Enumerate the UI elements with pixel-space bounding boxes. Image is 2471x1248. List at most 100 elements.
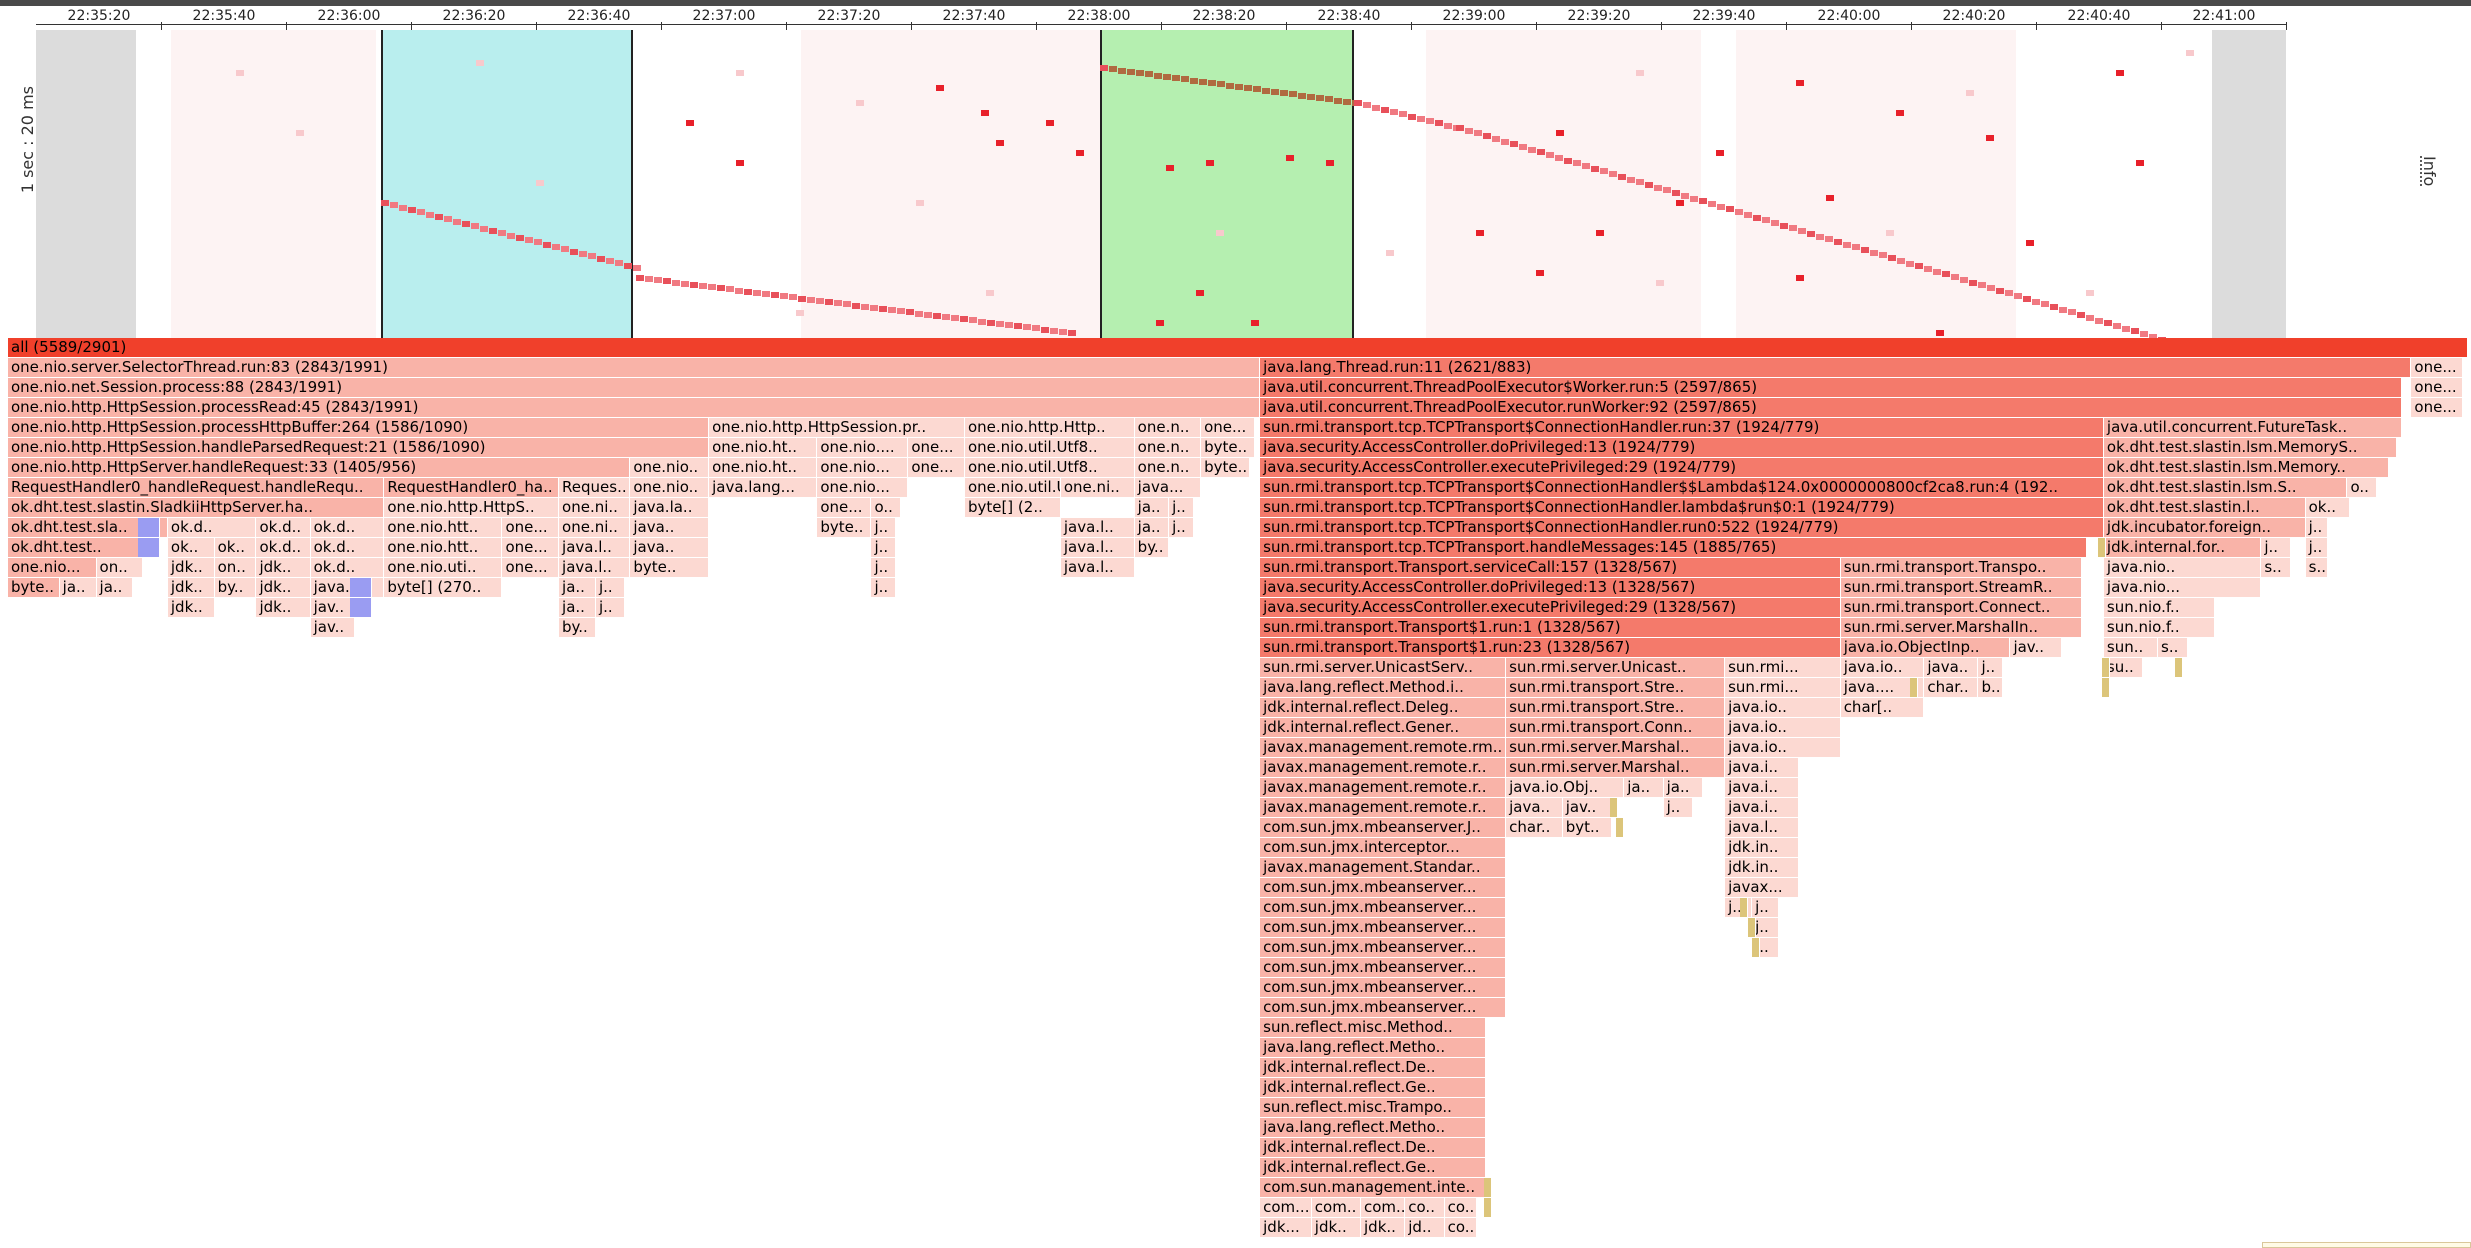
flame-frame[interactable]: one.n.. (1134, 458, 1202, 477)
flame-frame[interactable]: one.nio.http.HttpSession.processRead:45 … (8, 398, 1261, 417)
flame-frame[interactable]: one.nio.http.HttpServer.handleRequest:33… (8, 458, 631, 477)
flame-frame[interactable]: java.i.. (1725, 758, 1799, 777)
flame-frame[interactable]: javax.management.remote.r.. (1260, 758, 1507, 777)
flame-frame[interactable]: jdk.. (167, 558, 215, 577)
flame-frame[interactable]: java.la.. (630, 498, 710, 517)
flame-frame[interactable]: s.. (2261, 558, 2291, 577)
flame-frame[interactable]: java.io.. (1840, 658, 1925, 677)
flame-frame[interactable]: jdk.. (1311, 1218, 1361, 1237)
flame-frame[interactable]: java.security.AccessController.doPrivile… (1260, 578, 1841, 597)
kernel-frame-sliver[interactable] (1484, 1198, 1492, 1217)
flame-frame[interactable]: java.l.. (1060, 518, 1135, 537)
flame-frame[interactable]: one... (502, 518, 560, 537)
kernel-frame-sliver[interactable] (2102, 678, 2110, 697)
flame-frame[interactable]: sun.. (2103, 638, 2159, 657)
flame-frame[interactable]: j.. (2305, 518, 2328, 537)
flame-frame[interactable]: ok.. (214, 538, 257, 557)
flame-frame[interactable]: ja.. (1624, 778, 1664, 797)
flame-frame[interactable]: one.n.. (1134, 438, 1202, 457)
flame-frame[interactable]: ok.dht.test.slastin.SladkiiHttpServer.ha… (8, 498, 385, 517)
flame-frame[interactable]: java.util.concurrent.ThreadPoolExecutor$… (1260, 378, 2402, 397)
flame-frame[interactable]: char[.. (1840, 698, 1925, 717)
flame-frame[interactable]: s.. (2158, 638, 2188, 657)
flame-frame[interactable]: one.nio.server.SelectorThread.run:83 (28… (8, 358, 1261, 377)
flame-frame[interactable]: one.nio.util.Utf8.. (964, 478, 1061, 497)
flame-frame[interactable]: sun.rmi.transport.Stre.. (1506, 698, 1726, 717)
flame-frame[interactable]: sun.rmi.transport.tcp.TCPTransport$Conne… (1260, 478, 2104, 497)
flame-frame[interactable]: sun.rmi.transport.StreamR.. (1840, 578, 2082, 597)
flame-frame[interactable]: sun.reflect.misc.Method.. (1260, 1018, 1487, 1037)
flame-frame[interactable]: jav.. (310, 618, 355, 637)
flame-frame[interactable]: j.. (871, 538, 897, 557)
flame-frame[interactable]: jdk.. (1361, 1218, 1406, 1237)
flame-frame[interactable]: byte.. (8, 578, 60, 597)
kernel-frame-sliver[interactable] (1740, 898, 1748, 917)
native-frame-sliver[interactable] (138, 518, 160, 537)
flame-frame[interactable]: java.io.. (1725, 718, 1841, 737)
selection-green[interactable] (1100, 30, 1354, 342)
flame-frame[interactable]: one.nio.net.Session.process:88 (2843/199… (8, 378, 1261, 397)
flame-frame[interactable]: com... (1260, 1198, 1312, 1217)
flame-frame[interactable]: on.. (96, 558, 144, 577)
flame-frame[interactable]: java.. (630, 538, 710, 557)
flame-frame[interactable]: java... (1134, 478, 1202, 497)
flame-frame[interactable]: RequestHandler0_handleRequest.handleRequ… (8, 478, 385, 497)
flame-frame[interactable]: jdk.internal.reflect.Ge.. (1260, 1078, 1487, 1097)
flame-frame[interactable]: su.. (2103, 658, 2144, 677)
kernel-frame-sliver[interactable] (1484, 1178, 1492, 1197)
flame-frame[interactable]: jdk.. (167, 598, 215, 617)
flame-frame[interactable]: java.. (310, 578, 385, 597)
flame-frame[interactable]: jdk... (1260, 1218, 1312, 1237)
flame-frame[interactable]: jav.. (1562, 798, 1612, 817)
flame-frame[interactable]: java.util.concurrent.FutureTask.. (2103, 418, 2402, 437)
kernel-frame-sliver[interactable] (2175, 658, 2183, 677)
flame-frame[interactable]: j.. (1663, 798, 1694, 817)
kernel-frame-sliver[interactable] (2098, 538, 2106, 557)
flame-frame[interactable]: java.i.. (1725, 778, 1799, 797)
flame-frame[interactable]: one.nio... (817, 478, 909, 497)
flame-frame[interactable]: s.. (2305, 558, 2328, 577)
flame-frame[interactable]: jdk.. (256, 558, 311, 577)
selection-cyan[interactable] (381, 30, 633, 342)
kernel-frame-sliver[interactable] (1752, 938, 1760, 957)
flame-frame[interactable]: ok.. (2305, 498, 2350, 517)
flame-frame[interactable]: sun.rmi.transport.tcp.TCPTransport$Conne… (1260, 518, 2104, 537)
flame-frame[interactable]: o.. (2347, 478, 2377, 497)
flame-frame[interactable]: one.nio.ht.. (709, 438, 818, 457)
flame-frame[interactable]: j.. (1169, 498, 1194, 517)
flame-frame[interactable]: j.. (871, 518, 897, 537)
flame-frame[interactable]: one... (502, 558, 560, 577)
flame-frame[interactable]: j.. (871, 558, 897, 577)
flame-frame[interactable]: java.. (630, 518, 710, 537)
flame-frame[interactable]: one.nio.util.Utf8.. (964, 438, 1135, 457)
flame-frame[interactable]: java.lang.reflect.Metho.. (1260, 1118, 1487, 1137)
flame-frame[interactable]: ja.. (1663, 778, 1703, 797)
flame-frame[interactable]: java.lang... (709, 478, 818, 497)
flame-frame[interactable]: java.l.. (1725, 818, 1799, 837)
flame-frame[interactable]: java.lang.Thread.run:11 (2621/883) (1260, 358, 2412, 377)
flame-frame[interactable]: ja.. (59, 578, 97, 597)
flame-frame[interactable]: one... (1201, 418, 1256, 437)
flame-frame[interactable]: byte.. (1201, 438, 1256, 457)
flame-frame[interactable]: j.. (1169, 518, 1194, 537)
flame-frame[interactable]: jdk.internal.reflect.Gener.. (1260, 718, 1507, 737)
flame-frame[interactable]: one... (2411, 378, 2464, 397)
flame-frame[interactable]: java.lang.reflect.Metho.. (1260, 1038, 1487, 1057)
flame-frame[interactable]: ja.. (559, 598, 596, 617)
flame-frame[interactable]: one.nio.http.HttpSession.processHttpBuff… (8, 418, 710, 437)
flame-frame[interactable]: one.nio.htt.. (384, 518, 503, 537)
flame-frame[interactable]: b.. (1978, 678, 2004, 697)
flame-frame[interactable]: jdk.. (167, 578, 215, 597)
flame-frame[interactable]: one.ni.. (1060, 478, 1135, 497)
flame-frame[interactable]: jdk.internal.reflect.De.. (1260, 1058, 1487, 1077)
flame-frame[interactable]: jdk.internal.reflect.Deleg.. (1260, 698, 1507, 717)
flame-frame[interactable]: com.. (1361, 1198, 1406, 1217)
flame-frame[interactable]: one.nio.http.HttpSession.pr.. (709, 418, 965, 437)
flame-frame[interactable]: java.security.AccessController.executePr… (1260, 598, 1841, 617)
flame-frame[interactable]: ja.. (1134, 518, 1170, 537)
flame-frame[interactable]: one... (908, 438, 965, 457)
flame-frame[interactable]: ja.. (96, 578, 134, 597)
flame-frame[interactable]: sun.rmi.server.Marshal.. (1506, 758, 1726, 777)
flame-frame[interactable]: ok.dht.test.slastin.lsm.S.. (2103, 478, 2348, 497)
flame-frame[interactable]: ok.dht.test.. (8, 538, 144, 557)
